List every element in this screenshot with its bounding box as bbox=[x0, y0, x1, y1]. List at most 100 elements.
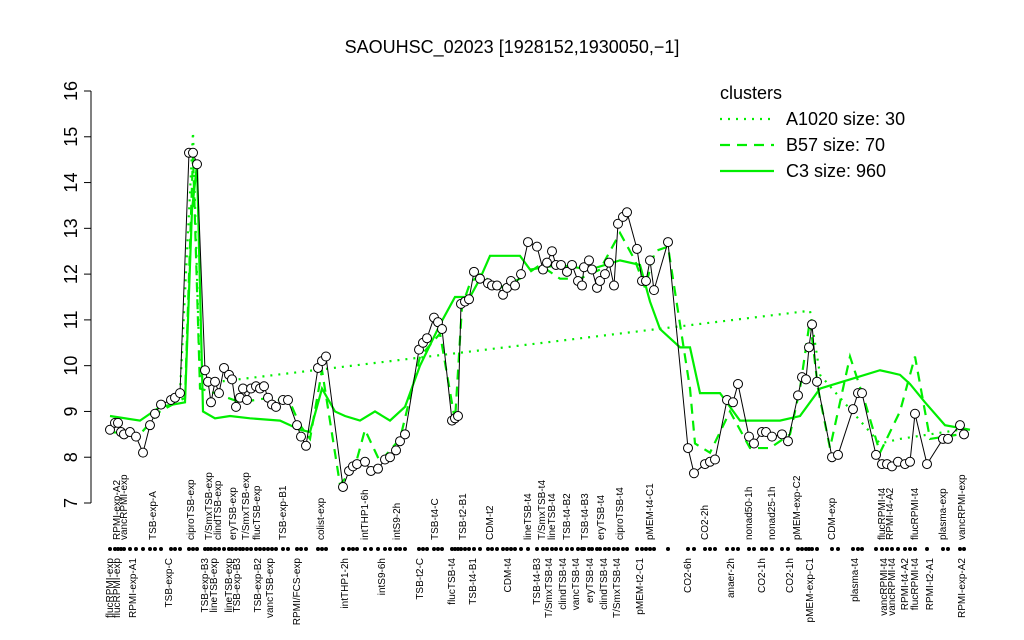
x-tick-label: nonad50-1h bbox=[744, 487, 755, 540]
rug-dot bbox=[666, 547, 670, 551]
rug-dot bbox=[116, 547, 120, 551]
point bbox=[259, 381, 269, 392]
y-tick-label: 7 bbox=[61, 498, 81, 508]
point bbox=[210, 376, 220, 387]
legend-label: A1020 size: 30 bbox=[786, 109, 905, 129]
x-tick-label: lineTSB-t4 bbox=[547, 493, 558, 540]
cluster-line bbox=[109, 155, 961, 488]
point bbox=[131, 431, 141, 442]
point bbox=[577, 280, 587, 291]
rug-dot bbox=[880, 547, 884, 551]
point bbox=[556, 259, 566, 270]
point bbox=[848, 404, 858, 415]
x-tick-label: TSB-exp-B2 bbox=[253, 558, 264, 613]
x-tick-label: CO2-2h bbox=[700, 505, 711, 540]
rug-dot bbox=[708, 547, 712, 551]
x-tick-label: TSB-exp-B1 bbox=[278, 485, 289, 540]
rug-dot bbox=[896, 547, 900, 551]
rug-dot bbox=[383, 547, 387, 551]
rug-dot bbox=[490, 547, 494, 551]
x-tick-label: clindTSB-t4 bbox=[599, 558, 610, 610]
rug-dot bbox=[587, 547, 591, 551]
rug-dot bbox=[355, 547, 359, 551]
point bbox=[562, 266, 572, 277]
point bbox=[767, 431, 777, 442]
x-tick-label: ciproTSB-t4 bbox=[615, 487, 626, 540]
x-tick-label: TSB-t4-B2 bbox=[562, 493, 573, 540]
rug-dot bbox=[341, 547, 345, 551]
point bbox=[422, 333, 432, 344]
rug-dot bbox=[128, 547, 132, 551]
x-tick-label: RPMI-exp-A2 bbox=[112, 480, 123, 540]
rug-dot bbox=[241, 547, 245, 551]
rug-dot bbox=[535, 547, 539, 551]
point bbox=[604, 257, 614, 268]
rug-dot bbox=[621, 547, 625, 551]
point bbox=[192, 159, 202, 170]
rug-dot bbox=[304, 547, 308, 551]
x-tick-label: anaer-2h bbox=[726, 558, 737, 598]
rug-dot bbox=[796, 547, 800, 551]
x-tick-label: vancRPMI-t4 bbox=[887, 558, 898, 616]
y-tick-label: 10 bbox=[61, 356, 81, 376]
rug-dot bbox=[122, 547, 126, 551]
rug-dot bbox=[347, 547, 351, 551]
rug-dot bbox=[119, 547, 123, 551]
y-tick-label: 11 bbox=[61, 311, 81, 330]
rug-dot bbox=[159, 547, 163, 551]
rug-dot bbox=[281, 547, 285, 551]
rug-dot bbox=[432, 547, 436, 551]
x-tick-label: CO2-6h bbox=[683, 558, 694, 593]
point bbox=[910, 408, 920, 419]
rug-dot bbox=[565, 547, 569, 551]
rug-dot bbox=[804, 547, 808, 551]
point bbox=[547, 246, 557, 257]
point bbox=[219, 362, 229, 373]
rug-dot bbox=[134, 547, 138, 551]
x-tick-label: eryTSB-t4 bbox=[596, 495, 607, 540]
x-tick-label: RPMI/FCS-exp bbox=[292, 558, 303, 626]
rug-dot bbox=[570, 547, 574, 551]
point bbox=[801, 374, 811, 385]
rug-dot bbox=[217, 547, 221, 551]
x-tick-label: ciproTSB-exp bbox=[186, 479, 197, 540]
rug-dot bbox=[598, 547, 602, 551]
point bbox=[609, 280, 619, 291]
rug-dot bbox=[644, 547, 648, 551]
x-tick-label: TSB-t4-C bbox=[430, 498, 441, 540]
y-tick-label: 8 bbox=[61, 452, 81, 462]
rug-dot bbox=[513, 547, 517, 551]
point bbox=[613, 218, 623, 229]
rug-dot bbox=[213, 547, 217, 551]
point bbox=[857, 388, 867, 399]
point bbox=[959, 429, 969, 440]
point bbox=[632, 243, 642, 254]
rug-dot bbox=[890, 547, 894, 551]
x-tick-label: RPMI-t2-A1 bbox=[925, 558, 936, 611]
point bbox=[492, 280, 502, 291]
point bbox=[138, 447, 148, 458]
x-tick-label: TSB-exp-C bbox=[164, 558, 175, 607]
x-tick-label: colist-exp bbox=[316, 497, 327, 540]
point bbox=[373, 463, 383, 474]
rug-dot bbox=[836, 547, 840, 551]
rug-dot bbox=[946, 547, 950, 551]
rug-dot bbox=[295, 547, 299, 551]
x-tick-label: vancRPMI-exp bbox=[119, 474, 130, 540]
x-tick-label: vancRPMI-exp bbox=[957, 474, 968, 540]
rug-dot bbox=[270, 547, 274, 551]
x-tick-label: pMEM-exp-C2 bbox=[792, 475, 803, 540]
x-tick-label: T/SmxTSB-t4 bbox=[544, 558, 555, 618]
rug-dot bbox=[148, 547, 152, 551]
point bbox=[649, 285, 659, 296]
point bbox=[683, 443, 693, 454]
rug-dot bbox=[807, 547, 811, 551]
y-tick-label: 13 bbox=[61, 218, 81, 238]
legend-label: B57 size: 70 bbox=[786, 135, 885, 155]
point bbox=[532, 241, 542, 252]
x-tick-label: TSB-t4-B3 bbox=[532, 558, 543, 605]
x-tick-label: clindTSB-exp bbox=[213, 480, 224, 540]
rug-dot bbox=[187, 547, 191, 551]
point bbox=[113, 417, 123, 428]
